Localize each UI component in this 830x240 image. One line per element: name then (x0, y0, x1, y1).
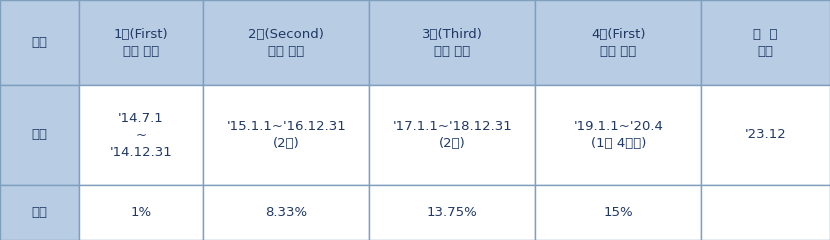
Text: '23.12: '23.12 (745, 128, 787, 142)
Bar (79, 0, 203, 85)
Text: '19.1.1~'20.4
(1년 4개월): '19.1.1~'20.4 (1년 4개월) (574, 120, 663, 150)
Bar (701, 85, 830, 185)
Bar (203, 185, 369, 240)
Bar (0, 0, 79, 85)
Bar (369, 185, 535, 240)
Text: 계  획
종료: 계 획 종료 (754, 28, 778, 58)
Text: 3차(Third)
목표 기간: 3차(Third) 목표 기간 (422, 28, 483, 58)
Text: 2차(Second)
목표 기간: 2차(Second) 목표 기간 (248, 28, 325, 58)
Bar (0, 85, 79, 185)
Text: 15%: 15% (603, 206, 633, 219)
Bar (535, 85, 701, 185)
Text: 13.75%: 13.75% (427, 206, 478, 219)
Bar (79, 85, 203, 185)
Bar (535, 185, 701, 240)
Bar (535, 0, 701, 85)
Bar (701, 0, 830, 85)
Text: '17.1.1~'18.12.31
(2년): '17.1.1~'18.12.31 (2년) (393, 120, 512, 150)
Text: 구분: 구분 (32, 36, 47, 49)
Bar (369, 85, 535, 185)
Bar (203, 85, 369, 185)
Text: 1차(First)
목표 기간: 1차(First) 목표 기간 (114, 28, 168, 58)
Bar (369, 0, 535, 85)
Bar (701, 185, 830, 240)
Text: 기간: 기간 (32, 128, 47, 142)
Text: 1%: 1% (130, 206, 152, 219)
Text: 4차(First)
목표 기간: 4차(First) 목표 기간 (591, 28, 646, 58)
Bar (203, 0, 369, 85)
Bar (79, 185, 203, 240)
Bar (0, 185, 79, 240)
Text: 목표: 목표 (32, 206, 47, 219)
Text: '15.1.1~'16.12.31
(2년): '15.1.1~'16.12.31 (2년) (227, 120, 346, 150)
Text: '14.7.1
~
'14.12.31: '14.7.1 ~ '14.12.31 (110, 112, 173, 158)
Text: 8.33%: 8.33% (266, 206, 307, 219)
